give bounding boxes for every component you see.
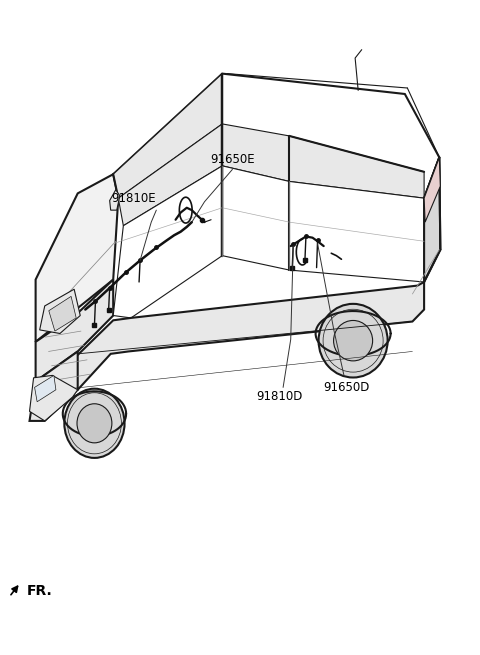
Text: 91650E: 91650E [210,153,255,166]
Polygon shape [113,166,222,318]
Polygon shape [424,157,440,282]
Polygon shape [109,190,120,210]
Text: 91810E: 91810E [111,193,156,206]
Polygon shape [289,181,424,282]
Polygon shape [113,73,439,198]
Polygon shape [36,174,118,342]
Text: FR.: FR. [27,584,53,598]
Polygon shape [113,73,222,198]
Polygon shape [424,157,440,222]
Polygon shape [118,124,222,226]
Polygon shape [30,375,78,421]
Text: 91810D: 91810D [257,390,303,403]
Polygon shape [40,289,80,333]
Text: 91650D: 91650D [324,381,370,394]
Polygon shape [49,296,76,331]
Ellipse shape [319,304,388,377]
Polygon shape [36,280,113,381]
Ellipse shape [334,320,372,361]
Polygon shape [289,136,424,198]
Polygon shape [222,124,289,181]
Polygon shape [35,375,56,402]
Ellipse shape [64,388,124,458]
Polygon shape [58,282,424,390]
Polygon shape [30,352,78,421]
Polygon shape [222,166,289,270]
Ellipse shape [77,403,112,443]
